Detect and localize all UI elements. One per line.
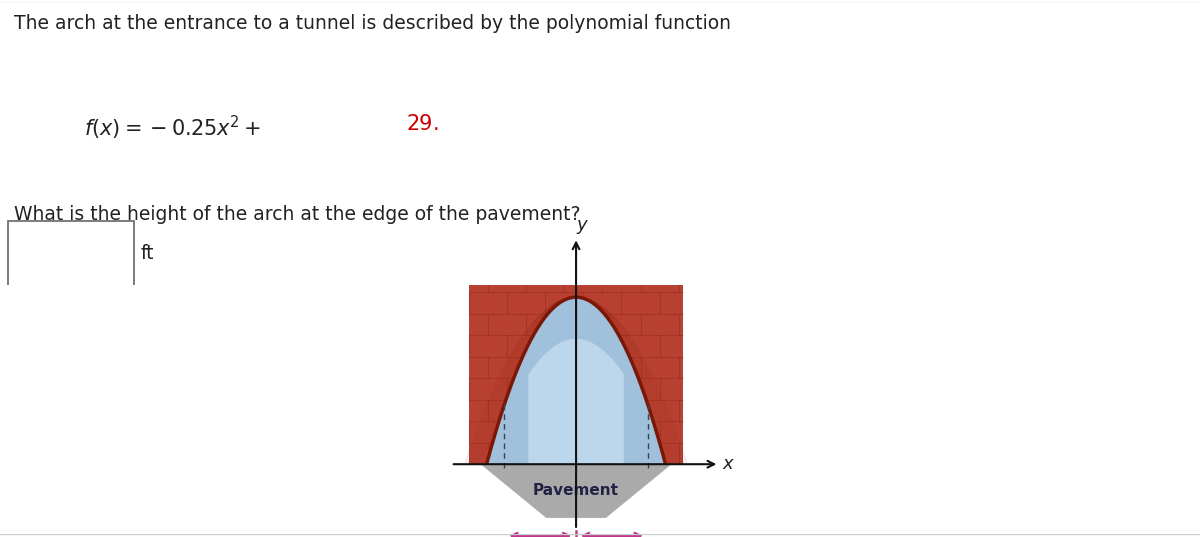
Text: What is the height of the arch at the edge of the pavement?: What is the height of the arch at the ed… bbox=[14, 205, 581, 224]
Text: y: y bbox=[577, 216, 587, 234]
Text: The arch at the entrance to a tunnel is described by the polynomial function: The arch at the entrance to a tunnel is … bbox=[14, 14, 732, 33]
Text: Pavement: Pavement bbox=[533, 483, 619, 498]
Bar bbox=[469, 285, 684, 464]
FancyBboxPatch shape bbox=[8, 221, 134, 286]
Text: $29.$: $29.$ bbox=[406, 114, 438, 134]
Polygon shape bbox=[528, 339, 624, 464]
Text: $f(x) = -0.25x^2 + $: $f(x) = -0.25x^2 + $ bbox=[84, 114, 262, 142]
Polygon shape bbox=[486, 297, 666, 464]
Text: x: x bbox=[722, 455, 733, 473]
Polygon shape bbox=[481, 464, 672, 518]
Text: ft: ft bbox=[140, 244, 154, 263]
